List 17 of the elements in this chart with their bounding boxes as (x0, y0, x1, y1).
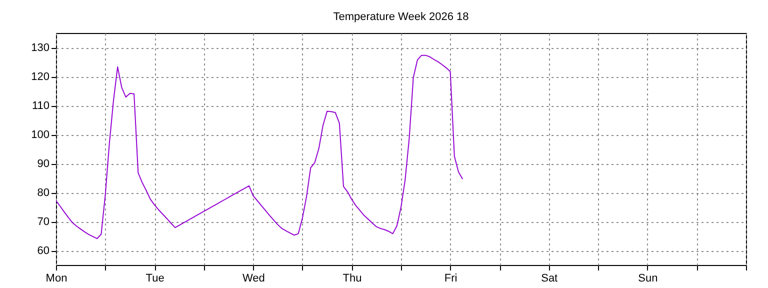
x-tick-label: Wed (242, 272, 265, 284)
y-tick-label: 100 (31, 129, 50, 141)
y-tick-label: 130 (31, 42, 50, 54)
x-tick-label: Fri (444, 272, 458, 284)
y-tick-label: 80 (37, 187, 50, 199)
y-tick-label: 60 (37, 245, 50, 257)
y-tick-label: 110 (32, 100, 50, 112)
x-tick-label: Sat (541, 272, 558, 284)
x-tick-label: Mon (46, 272, 68, 284)
x-tick-label: Tue (146, 272, 164, 284)
chart-title: Temperature Week 2026 18 (333, 11, 469, 23)
x-tick-label: Sun (638, 272, 658, 284)
line-series (56, 54, 464, 240)
y-tick-label: 70 (37, 216, 50, 228)
y-tick-label: 90 (37, 158, 50, 170)
y-tick-label: 120 (31, 71, 50, 83)
x-tick-label: Thu (342, 272, 362, 284)
